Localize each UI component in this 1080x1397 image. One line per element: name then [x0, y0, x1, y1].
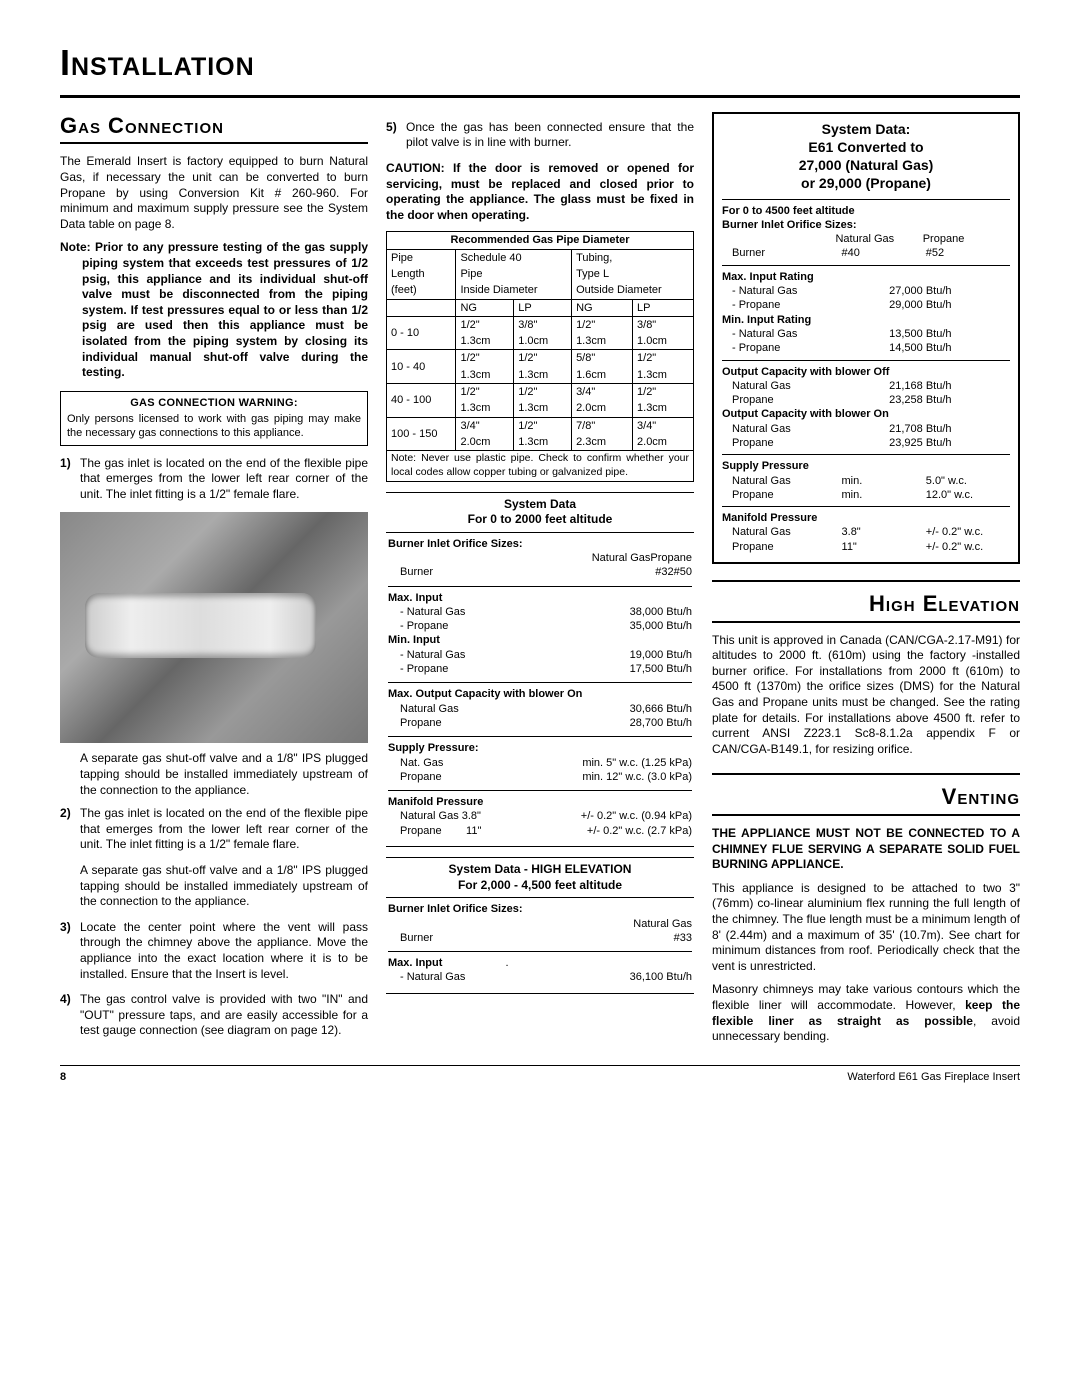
- system-data-2000: System DataFor 0 to 2000 feet altitude B…: [386, 492, 694, 848]
- gas-connection-heading: Gas Connection: [60, 112, 368, 145]
- step-3: Locate the center point where the vent w…: [60, 920, 368, 982]
- venting-text-2: Masonry chimneys may take various contou…: [712, 982, 1020, 1044]
- intro-text: The Emerald Insert is factory equipped t…: [60, 154, 368, 232]
- warning-title: GAS CONNECTION WARNING:: [67, 396, 361, 410]
- column-3: System Data:E61 Converted to 27,000 (Nat…: [712, 112, 1020, 1053]
- pipe-table-title: Recommended Gas Pipe Diameter: [387, 232, 694, 249]
- step-5: Once the gas has been connected ensure t…: [386, 120, 694, 151]
- page-footer: 8 Waterford E61 Gas Fireplace Insert: [60, 1070, 1020, 1084]
- pipe-note: Note: Never use plastic pipe. Check to c…: [387, 451, 694, 481]
- column-2: Once the gas has been connected ensure t…: [386, 112, 694, 1053]
- install-steps: The gas inlet is located on the end of t…: [60, 456, 368, 503]
- photo-caption: A separate gas shut-off valve and a 1/8"…: [80, 751, 368, 798]
- sd-title: System DataFor 0 to 2000 feet altitude: [386, 493, 694, 533]
- gas-warning-box: GAS CONNECTION WARNING: Only persons lic…: [60, 391, 368, 446]
- high-elevation-heading: High Elevation: [712, 580, 1020, 623]
- caution-text: CAUTION: If the door is removed or opene…: [386, 161, 694, 223]
- venting-text-1: This appliance is designed to be attache…: [712, 881, 1020, 975]
- step-2b: A separate gas shut-off valve and a 1/8"…: [80, 863, 368, 910]
- pipe-diameter-table: Recommended Gas Pipe Diameter Pipe Sched…: [386, 231, 694, 481]
- step-1: The gas inlet is located on the end of t…: [60, 456, 368, 503]
- step-4: The gas control valve is provided with t…: [60, 992, 368, 1039]
- step-2: The gas inlet is located on the end of t…: [60, 806, 368, 853]
- page-number: 8: [60, 1070, 66, 1084]
- inlet-photo: [60, 512, 368, 743]
- content-columns: Gas Connection The Emerald Insert is fac…: [60, 112, 1020, 1053]
- e61-system-data-box: System Data:E61 Converted to 27,000 (Nat…: [712, 112, 1020, 564]
- footer-rule: [60, 1065, 1020, 1066]
- pressure-note: Note: Prior to any pressure testing of t…: [60, 240, 368, 380]
- page-title: Installation: [60, 40, 1020, 87]
- title-rule: [60, 95, 1020, 98]
- system-data-high-elev: System Data - HIGH ELEVATIONFor 2,000 - …: [386, 857, 694, 994]
- column-1: Gas Connection The Emerald Insert is fac…: [60, 112, 368, 1053]
- high-elevation-text: This unit is approved in Canada (CAN/CGA…: [712, 633, 1020, 758]
- venting-heading: Venting: [712, 773, 1020, 816]
- venting-warning: THE APPLIANCE MUST NOT BE CONNECTED TO A…: [712, 826, 1020, 873]
- warning-body: Only persons licensed to work with gas p…: [67, 412, 361, 441]
- footer-product: Waterford E61 Gas Fireplace Insert: [847, 1070, 1020, 1084]
